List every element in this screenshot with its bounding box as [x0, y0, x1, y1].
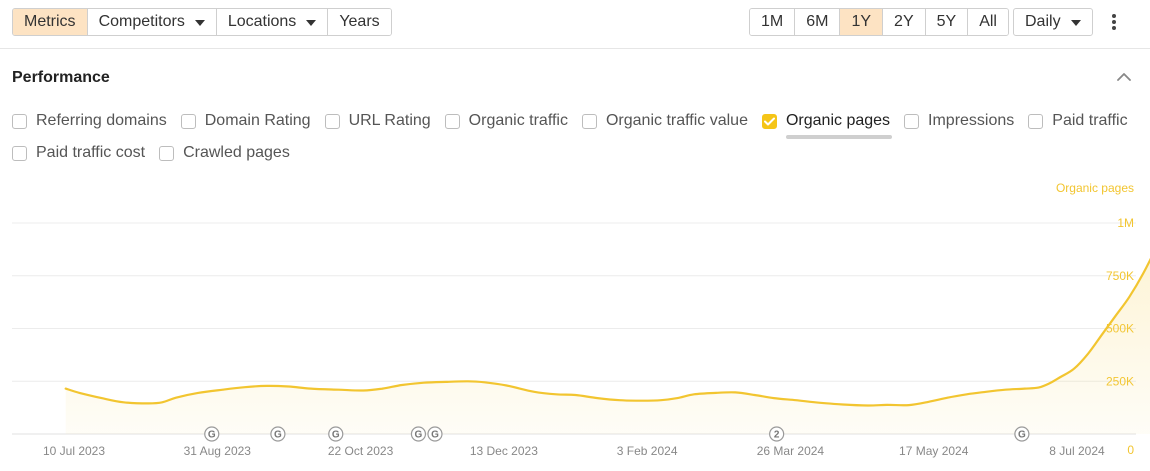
annotation-label: G	[415, 430, 423, 441]
checkbox-empty-icon[interactable]	[444, 113, 460, 129]
checkbox-empty-icon[interactable]	[324, 113, 340, 129]
checkbox-empty-icon[interactable]	[159, 145, 175, 161]
metric-checkboxes-row-2: Paid traffic cost Crawled pages	[12, 144, 304, 162]
metric-paid-traffic-cost-checkbox[interactable]: Paid traffic cost	[12, 144, 145, 162]
annotation-marker	[204, 426, 220, 442]
metric-organic-traffic-value-checkbox[interactable]: Organic traffic value	[581, 112, 748, 130]
checkbox-empty-icon[interactable]	[904, 113, 920, 129]
chevron-down-icon	[306, 19, 317, 26]
checkbox-empty-icon[interactable]	[12, 113, 27, 129]
annotation-marker	[270, 426, 286, 442]
metric-crawled-pages-checkbox[interactable]: Crawled pages	[159, 144, 290, 162]
y-tick-label: 750K	[1106, 269, 1134, 283]
range-1m-button[interactable]: 1M	[750, 9, 796, 35]
series-line	[64, 257, 1150, 407]
more-options-icon[interactable]	[1108, 12, 1120, 32]
metric-label: Organic pages	[785, 112, 891, 129]
checkbox-checked-icon[interactable]	[761, 113, 777, 129]
selected-metric-underline	[785, 135, 893, 139]
range-selector: 1M 6M 1Y 2Y 5Y All	[749, 8, 1009, 36]
chevron-down-icon	[1070, 19, 1081, 26]
annotation-label: G	[274, 430, 282, 441]
metric-label: Organic traffic value	[605, 112, 748, 129]
x-tick-label: 10 Jul 2023	[43, 444, 105, 458]
x-tick-label: 17 May 2024	[899, 444, 969, 458]
annotation-marker	[410, 426, 427, 442]
annotation-marker	[769, 426, 785, 442]
x-tick-label: 22 Oct 2023	[328, 444, 394, 458]
annotation-label: 2	[774, 430, 780, 441]
metric-label: Organic traffic	[468, 112, 568, 129]
annotation-marker	[427, 426, 443, 442]
range-1y-button[interactable]: 1Y	[840, 9, 884, 35]
annotation-label: G	[332, 430, 340, 441]
series-label: Organic pages	[1056, 181, 1134, 195]
annotation-label: G	[208, 430, 216, 441]
section-title: Performance	[12, 69, 110, 86]
metric-checkboxes-row-1: Referring domains Domain Rating URL Rating…	[12, 112, 1142, 139]
chevron-up-icon[interactable]	[1117, 72, 1131, 82]
interval-label: Daily	[1025, 13, 1061, 30]
interval-dropdown[interactable]: Daily	[1013, 8, 1093, 36]
metric-label: Paid traffic cost	[36, 144, 146, 161]
annotation-marker	[1014, 426, 1030, 442]
metric-referring-domains-checkbox[interactable]: Referring domains	[12, 112, 167, 130]
annotation-label: G	[431, 430, 439, 441]
view-tabs: Metrics Competitors Locations Years	[12, 8, 392, 36]
range-all-button[interactable]: All	[968, 9, 1008, 35]
range-5y-button[interactable]: 5Y	[925, 9, 969, 35]
tab-competitors[interactable]: Competitors	[87, 9, 217, 35]
x-tick-label: 3 Feb 2024	[617, 444, 678, 458]
x-tick-label: 31 Aug 2023	[184, 444, 252, 458]
metric-label: Domain Rating	[204, 112, 311, 129]
metric-paid-traffic-checkbox[interactable]: Paid traffic	[1028, 112, 1128, 130]
metric-label: Paid traffic	[1052, 112, 1128, 129]
chevron-down-icon	[194, 19, 205, 26]
metric-label: URL Rating	[348, 112, 431, 129]
annotation-label: G	[1018, 430, 1026, 441]
metric-label: Impressions	[928, 112, 1015, 129]
y-tick-label: 0	[1127, 443, 1134, 457]
range-6m-button[interactable]: 6M	[795, 9, 841, 35]
toolbar: Metrics Competitors Locations Years 1M 6…	[0, 0, 1150, 49]
metric-organic-traffic-checkbox[interactable]: Organic traffic	[444, 112, 568, 130]
checkbox-empty-icon[interactable]	[1028, 113, 1044, 129]
x-tick-label: 26 Mar 2024	[757, 444, 825, 458]
y-tick-label: 1M	[1117, 216, 1134, 230]
metric-domain-rating-checkbox[interactable]: Domain Rating	[180, 112, 311, 130]
checkbox-empty-icon[interactable]	[581, 113, 597, 129]
checkbox-empty-icon[interactable]	[180, 113, 196, 129]
tab-metrics[interactable]: Metrics	[13, 9, 88, 35]
annotation-marker	[328, 426, 344, 442]
metric-label: Crawled pages	[183, 144, 290, 161]
tab-years[interactable]: Years	[328, 9, 391, 35]
tab-locations[interactable]: Locations	[216, 9, 329, 35]
metric-organic-pages-checkbox[interactable]: Organic pages	[761, 112, 893, 139]
metric-url-rating-checkbox[interactable]: URL Rating	[324, 112, 431, 130]
x-tick-label: 13 Dec 2023	[470, 444, 538, 458]
metric-impressions-checkbox[interactable]: Impressions	[904, 112, 1014, 130]
x-tick-label: 8 Jul 2024	[1049, 444, 1105, 458]
range-2y-button[interactable]: 2Y	[883, 9, 926, 35]
checkbox-empty-icon[interactable]	[12, 145, 27, 161]
metric-label: Referring domains	[36, 112, 167, 129]
